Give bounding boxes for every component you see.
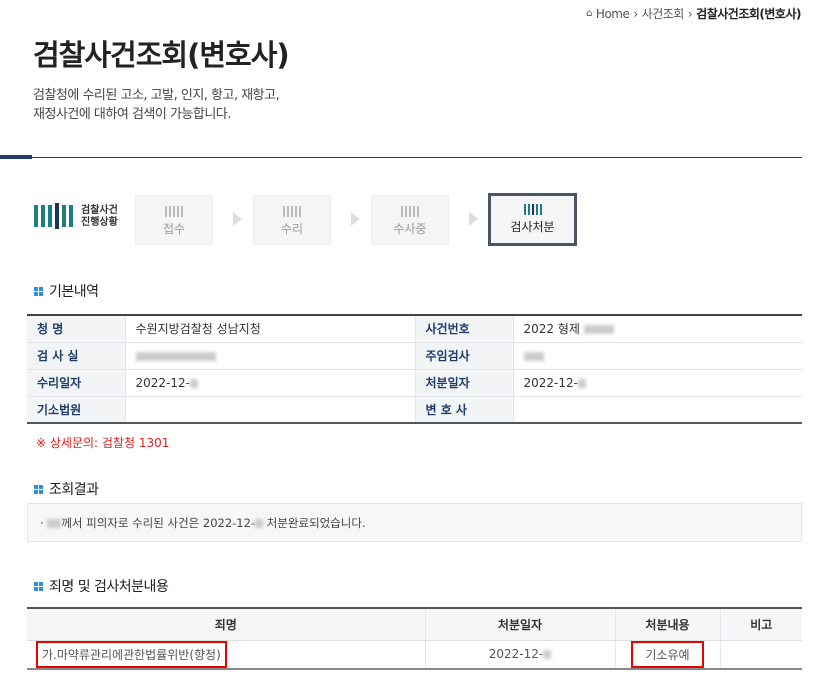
crime-table: 죄명 처분일자 처분내용 비고 가.마약류관리에관한법률위반(향정) 2022-12- 기… (27, 607, 802, 670)
step-icon (136, 206, 212, 217)
section-crime: 죄명 및 검사처분내용 (34, 576, 169, 596)
breadcrumb-level1[interactable]: 사건조회 (641, 7, 685, 21)
table-cell: 가.마약류관리에관한법률위반(향정) (27, 640, 426, 669)
section-icon (34, 484, 43, 494)
inquiry-note: ※ 상세문의: 검찰청 1301 (36, 436, 170, 450)
table-cell: 처분일자 (415, 369, 514, 397)
table-cell: 사건번호 (415, 315, 514, 343)
table-cell (513, 342, 802, 370)
table-cell: 기소유예 (615, 640, 721, 669)
divider-accent (0, 155, 32, 159)
home-icon: ⌂ (586, 8, 592, 19)
table-cell (720, 640, 802, 669)
table-cell: 검 사 실 (27, 342, 126, 370)
section-result: 조회결과 (34, 479, 99, 499)
table-cell: 비고 (720, 608, 802, 641)
breadcrumb-current: 검찰사건조회(변호사) (696, 7, 801, 21)
section-basic: 기본내역 (34, 281, 99, 301)
table-cell: 처분내용 (615, 608, 721, 641)
step-icon (254, 206, 330, 217)
table-cell (125, 342, 416, 370)
crime-name: 가.마약류관리에관한법률위반(향정) (36, 640, 227, 668)
disposition: 기소유예 (631, 640, 704, 668)
table-cell: 죄명 처분일자 처분내용 비고 (27, 608, 802, 641)
table-cell: 기소법원 (27, 396, 126, 424)
table-cell: 2022-12- (513, 369, 802, 397)
breadcrumb: ⌂ Home › 사건조회 › 검찰사건조회(변호사) (586, 6, 801, 22)
section-icon (34, 581, 43, 591)
table-cell: 2022 형제 (513, 315, 802, 343)
step-accepted: 수리 (253, 195, 331, 245)
step-investigating: 수사중 (371, 195, 449, 245)
table-row: 가.마약류관리에관한법률위반(향정) 2022-12- 기소유예 (27, 640, 802, 669)
arrow-icon (233, 212, 242, 226)
basic-info-table: 청 명 수원지방검찰청 성남지청 사건번호 2022 형제 검 사 실 주임검사 수리일… (27, 314, 802, 424)
table-cell: 청 명 (27, 315, 126, 343)
arrow-icon (469, 212, 478, 226)
arrow-icon (351, 212, 360, 226)
result-box: · 께서 피의자로 수리된 사건은 2022-12- 처분완료되었습니다. (27, 503, 802, 542)
table-cell: 2022-12- (425, 640, 616, 669)
step-disposition: 검사처분 (488, 193, 577, 246)
table-cell: 수리일자 (27, 369, 126, 397)
progress-logo-icon (34, 203, 73, 229)
table-cell: 처분일자 (425, 608, 616, 641)
page-description: 검찰청에 수리된 고소, 고발, 인지, 항고, 재항고, 재정사건에 대하여 검… (33, 88, 280, 122)
table-cell: 변 호 사 (415, 396, 514, 424)
step-received: 접수 (135, 195, 213, 245)
table-cell: 수리일자 2022-12- 처분일자 2022-12- (27, 369, 802, 397)
step-icon (372, 206, 448, 217)
table-cell: 청 명 수원지방검찰청 성남지청 사건번호 2022 형제 (27, 315, 802, 343)
table-cell: 기소법원 변 호 사 (27, 396, 802, 424)
table-cell: 수원지방검찰청 성남지청 (125, 315, 416, 343)
step-icon (491, 204, 574, 215)
divider (0, 157, 802, 158)
table-cell: 주임검사 (415, 342, 514, 370)
table-cell: 2022-12- (125, 369, 416, 397)
page-title: 검찰사건조회(변호사) (33, 38, 290, 72)
table-cell (125, 396, 416, 424)
table-cell (513, 396, 802, 424)
progress-label: 검찰사건 진행상황 (34, 203, 118, 229)
breadcrumb-home[interactable]: Home (595, 6, 630, 21)
table-cell: 검 사 실 주임검사 (27, 342, 802, 370)
table-cell: 죄명 (27, 608, 426, 641)
section-icon (34, 286, 43, 296)
